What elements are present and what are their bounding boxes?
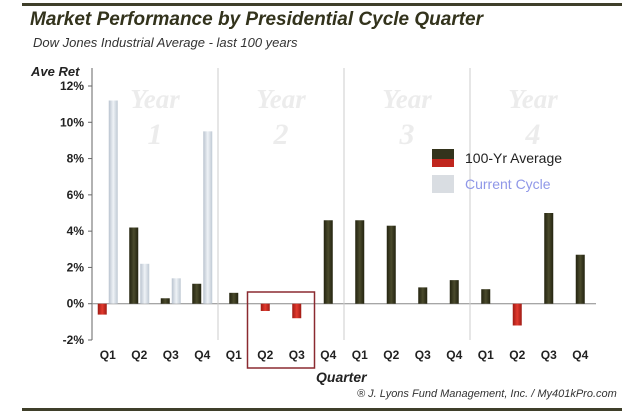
- x-tick-label: Q2: [131, 348, 147, 362]
- y-tick-label: 4%: [67, 224, 85, 238]
- x-tick-label: Q2: [383, 348, 399, 362]
- y-tick-label: 6%: [67, 188, 85, 202]
- x-tick-label: Q4: [320, 348, 336, 362]
- bar-100yr-average: [323, 220, 333, 304]
- bar-100yr-average: [544, 213, 554, 304]
- legend-label-current: Current Cycle: [465, 176, 551, 192]
- credit-line: ® J. Lyons Fund Management, Inc. / My401…: [357, 388, 617, 400]
- bar-100yr-average: [192, 283, 202, 304]
- bar-100yr-average: [512, 303, 522, 326]
- year-label-word-1: Year: [130, 84, 180, 114]
- year-label-num-3: 3: [399, 118, 415, 151]
- bar-current-cycle: [171, 278, 181, 304]
- x-tick-label: Q2: [257, 348, 273, 362]
- bar-100yr-average: [260, 303, 270, 311]
- x-tick-label: Q1: [100, 348, 116, 362]
- bar-100yr-average: [449, 280, 459, 304]
- x-tick-label: Q3: [163, 348, 179, 362]
- x-tick-label: Q4: [572, 348, 588, 362]
- legend-label-average: 100-Yr Average: [465, 150, 563, 166]
- y-axis-label: Ave Ret: [31, 64, 80, 79]
- x-tick-label: Q4: [446, 348, 462, 362]
- x-tick-label: Q2: [509, 348, 525, 362]
- highlight-box: [246, 291, 316, 369]
- bar-100yr-average: [575, 254, 585, 304]
- x-tick-label: Q1: [352, 348, 368, 362]
- x-tick-label: Q1: [226, 348, 242, 362]
- y-tick-label: 12%: [60, 79, 84, 93]
- bar-100yr-average: [229, 292, 239, 304]
- bar-current-cycle: [203, 131, 213, 304]
- year-label-num-2: 2: [273, 118, 289, 151]
- y-tick-label: 2%: [67, 260, 85, 274]
- bar-100yr-average: [129, 227, 139, 304]
- bar-100yr-average: [292, 303, 302, 319]
- y-tick-label: 10%: [60, 115, 84, 129]
- x-axis-label: Quarter: [316, 369, 367, 385]
- legend-swatch-average: [432, 149, 454, 167]
- chart-title: Market Performance by Presidential Cycle…: [30, 9, 484, 30]
- bar-100yr-average: [386, 225, 396, 304]
- x-tick-label: Q3: [541, 348, 557, 362]
- bar-current-cycle: [108, 100, 118, 304]
- year-label-num-1: 1: [148, 118, 163, 151]
- bottom-rule: [22, 408, 622, 411]
- top-rule: [22, 3, 622, 6]
- bar-current-cycle: [140, 263, 150, 304]
- x-tick-label: Q3: [289, 348, 305, 362]
- bar-100yr-average: [355, 220, 365, 304]
- y-tick-label: -2%: [63, 333, 85, 347]
- bar-100yr-average: [160, 298, 170, 304]
- year-label-word-3: Year: [382, 84, 432, 114]
- year-label-num-4: 4: [525, 118, 541, 151]
- bar-100yr-average: [97, 303, 107, 315]
- y-tick-label: 0%: [67, 297, 85, 311]
- chart-subtitle: Dow Jones Industrial Average - last 100 …: [33, 35, 298, 50]
- x-tick-label: Q1: [478, 348, 494, 362]
- year-label-word-4: Year: [508, 84, 558, 114]
- year-label-word-2: Year: [256, 84, 306, 114]
- bar-100yr-average: [418, 287, 428, 304]
- y-tick-label: 8%: [67, 152, 85, 166]
- x-tick-label: Q3: [415, 348, 431, 362]
- x-tick-label: Q4: [194, 348, 210, 362]
- bar-100yr-average: [481, 289, 491, 304]
- legend-swatch-current: [432, 175, 454, 193]
